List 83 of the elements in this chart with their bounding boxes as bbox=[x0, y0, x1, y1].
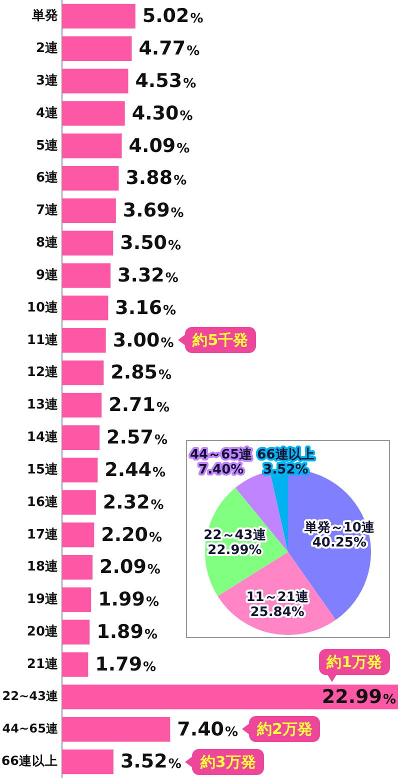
bar bbox=[62, 230, 114, 256]
bar bbox=[62, 296, 108, 320]
data-label: 2.71% bbox=[108, 394, 170, 416]
data-label: 3.16% bbox=[115, 296, 176, 319]
data-label: 7.40% bbox=[198, 462, 244, 478]
bar bbox=[62, 684, 398, 710]
data-label: 40.25% bbox=[312, 536, 367, 551]
bar bbox=[62, 522, 94, 548]
data-label: 22.99% bbox=[322, 686, 396, 708]
y-tick-label: 18連 bbox=[26, 560, 59, 575]
y-tick-label: 6連 bbox=[36, 170, 59, 186]
data-label: 2.44% bbox=[104, 458, 166, 481]
y-tick-label: 11連 bbox=[26, 332, 59, 348]
bar bbox=[62, 425, 100, 450]
bar bbox=[62, 458, 98, 482]
slice-label: 11～21連 bbox=[246, 590, 310, 605]
data-label: 3.32% bbox=[118, 264, 178, 286]
y-tick-label: 5連 bbox=[36, 138, 59, 154]
y-tick-label: 16連 bbox=[26, 494, 59, 510]
slice-label: 単発～10連 bbox=[303, 520, 376, 536]
bar bbox=[62, 198, 116, 224]
bar bbox=[62, 36, 132, 61]
bar bbox=[62, 360, 104, 386]
bar bbox=[62, 749, 114, 774]
y-tick-label: 22~43連 bbox=[2, 689, 59, 704]
y-tick-label: 9連 bbox=[36, 268, 59, 283]
bar bbox=[62, 68, 128, 94]
y-tick-label: 14連 bbox=[26, 430, 59, 445]
data-label: 3.00% bbox=[112, 329, 174, 352]
y-tick-label: 66連以上 bbox=[1, 753, 58, 768]
data-label: 2.09% bbox=[100, 556, 160, 578]
data-label: 1.89% bbox=[96, 621, 158, 644]
y-tick-label: 7連 bbox=[36, 203, 59, 218]
bar bbox=[62, 392, 102, 418]
bar bbox=[62, 490, 96, 515]
bar bbox=[62, 166, 119, 191]
y-tick-label: 3連 bbox=[36, 73, 59, 88]
y-tick-label: 21連 bbox=[26, 656, 59, 672]
data-label: 3.50% bbox=[120, 232, 182, 254]
data-label: 2.57% bbox=[106, 426, 168, 449]
data-label: 3.69% bbox=[122, 200, 184, 222]
y-tick-label: 2連 bbox=[36, 41, 59, 56]
bar bbox=[62, 587, 92, 612]
bar bbox=[62, 263, 111, 288]
data-label: 3.52% bbox=[120, 750, 182, 773]
bar bbox=[62, 101, 125, 126]
data-label: 4.30% bbox=[132, 102, 193, 124]
slice-label: 44～65連 bbox=[190, 447, 254, 462]
data-label: 2.85% bbox=[110, 362, 172, 384]
y-tick-label: 10連 bbox=[26, 300, 59, 316]
y-tick-label: 8連 bbox=[36, 236, 59, 250]
slice-label: 66連以上 bbox=[257, 447, 314, 462]
bar bbox=[62, 620, 90, 644]
data-label: 3.52% bbox=[263, 462, 308, 478]
data-label: 1.99% bbox=[98, 588, 159, 611]
y-tick-label: 17連 bbox=[26, 527, 59, 542]
data-label: 5.02% bbox=[142, 5, 204, 28]
bar bbox=[62, 652, 88, 677]
y-tick-label: 13連 bbox=[26, 398, 59, 413]
bar bbox=[62, 717, 170, 742]
bar bbox=[62, 134, 122, 158]
bar bbox=[62, 328, 106, 353]
data-label: 4.77% bbox=[138, 38, 200, 60]
data-label: 25.84% bbox=[250, 604, 304, 620]
data-label: 3.88% bbox=[126, 167, 187, 190]
data-label: 7.40% bbox=[177, 718, 238, 740]
data-label: 2.32% bbox=[102, 491, 164, 514]
y-tick-label: 12連 bbox=[26, 365, 59, 380]
y-tick-label: 4連 bbox=[36, 106, 59, 121]
y-tick-label: 単発 bbox=[31, 8, 58, 24]
data-label: 4.53% bbox=[135, 70, 196, 92]
data-label: 22.99% bbox=[208, 543, 262, 558]
data-label: 1.79% bbox=[95, 653, 156, 676]
y-tick-label: 44~65連 bbox=[2, 722, 59, 736]
y-tick-label: 19連 bbox=[26, 592, 59, 608]
annotation: 約1万発 bbox=[318, 648, 390, 675]
data-label: 4.09% bbox=[128, 134, 190, 157]
data-label: 2.20% bbox=[101, 524, 162, 546]
bar bbox=[62, 4, 136, 29]
y-tick-label: 20連 bbox=[26, 624, 59, 640]
bar bbox=[62, 554, 93, 580]
slice-label: 22～43連 bbox=[204, 528, 267, 544]
y-tick-label: 15連 bbox=[26, 462, 59, 478]
